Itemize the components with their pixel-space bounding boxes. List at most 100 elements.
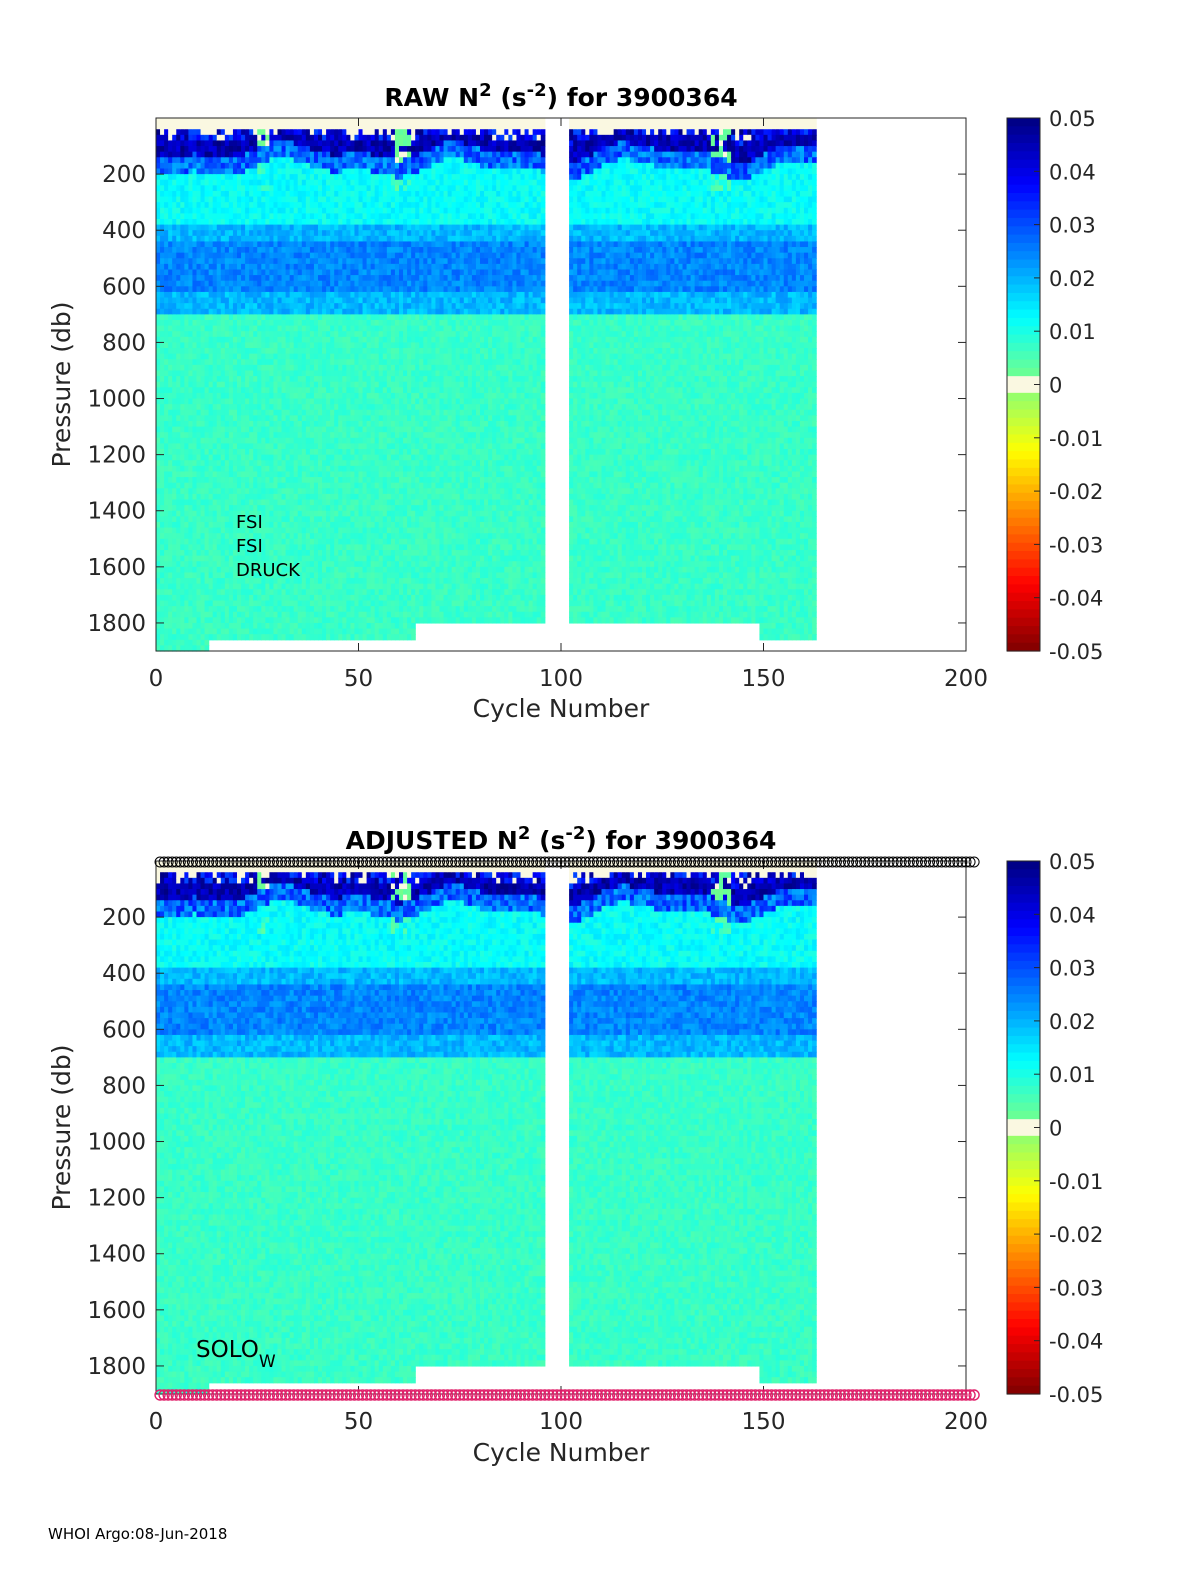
heatmap-cell <box>209 365 214 371</box>
heatmap-cell <box>172 471 177 477</box>
heatmap-cell <box>249 359 254 365</box>
heatmap-cell <box>233 589 238 595</box>
heatmap-cell <box>269 500 274 506</box>
heatmap-cell <box>338 124 343 130</box>
heatmap-cell <box>225 505 230 511</box>
heatmap-cell <box>249 298 254 304</box>
heatmap-cell <box>273 612 278 618</box>
heatmap-cell <box>322 572 327 578</box>
heatmap-cell <box>237 225 242 231</box>
heatmap-cell <box>241 326 246 332</box>
heatmap-cell <box>217 539 222 545</box>
heatmap-cell <box>338 219 343 225</box>
heatmap-cell <box>164 387 169 393</box>
heatmap-cell <box>192 432 197 438</box>
heatmap-cell <box>371 225 376 231</box>
heatmap-cell <box>342 213 347 219</box>
heatmap-cell <box>294 466 299 472</box>
heatmap-cell <box>278 298 283 304</box>
heatmap-cell <box>338 118 343 124</box>
heatmap-cell <box>359 387 364 393</box>
heatmap-cell <box>302 157 307 163</box>
heatmap-cell <box>241 180 246 186</box>
heatmap-cell <box>265 449 270 455</box>
heatmap-cell <box>359 213 364 219</box>
heatmap-cell <box>334 471 339 477</box>
heatmap-cell <box>188 314 193 320</box>
heatmap-cell <box>176 404 181 410</box>
heatmap-cell <box>249 292 254 298</box>
heatmap-cell <box>322 230 327 236</box>
heatmap-cell <box>160 415 165 421</box>
heatmap-cell <box>233 438 238 444</box>
heatmap-cell <box>286 382 291 388</box>
heatmap-cell <box>322 601 327 607</box>
heatmap-cell <box>192 152 197 158</box>
heatmap-cell <box>322 124 327 130</box>
heatmap-cell <box>261 505 266 511</box>
heatmap-cell <box>180 241 185 247</box>
heatmap-cell <box>221 213 226 219</box>
heatmap-cell <box>261 623 266 629</box>
heatmap-cell <box>209 421 214 427</box>
heatmap-cell <box>201 303 206 309</box>
heatmap-cell <box>302 225 307 231</box>
heatmap-cell <box>217 309 222 315</box>
heatmap-cell <box>314 500 319 506</box>
heatmap-cell <box>172 309 177 315</box>
heatmap-cell <box>342 567 347 573</box>
heatmap-cell <box>286 601 291 607</box>
heatmap-cell <box>306 393 311 399</box>
heatmap-cell <box>221 550 226 556</box>
heatmap-cell <box>306 135 311 141</box>
heatmap-cell <box>290 589 295 595</box>
heatmap-cell <box>318 584 323 590</box>
heatmap-cell <box>261 152 266 158</box>
heatmap-cell <box>249 303 254 309</box>
heatmap-cell <box>176 180 181 186</box>
heatmap-cell <box>233 494 238 500</box>
heatmap-cell <box>245 292 250 298</box>
heatmap-cell <box>338 191 343 197</box>
heatmap-cell <box>233 264 238 270</box>
heatmap-cell <box>197 572 202 578</box>
heatmap-cell <box>229 606 234 612</box>
heatmap-cell <box>213 617 218 623</box>
heatmap-cell <box>176 197 181 203</box>
heatmap-cell <box>164 286 169 292</box>
heatmap-cell <box>338 354 343 360</box>
heatmap-cell <box>346 556 351 562</box>
heatmap-cell <box>188 471 193 477</box>
heatmap-cell <box>371 124 376 130</box>
heatmap-cell <box>176 225 181 231</box>
heatmap-cell <box>241 634 246 640</box>
heatmap-cell <box>265 314 270 320</box>
heatmap-cell <box>342 533 347 539</box>
heatmap-cell <box>209 124 214 130</box>
heatmap-cell <box>217 505 222 511</box>
heatmap-cell <box>253 449 258 455</box>
heatmap-cell <box>217 208 222 214</box>
heatmap-cell <box>322 365 327 371</box>
heatmap-cell <box>346 533 351 539</box>
heatmap-cell <box>278 140 283 146</box>
heatmap-cell <box>217 157 222 163</box>
heatmap-cell <box>346 415 351 421</box>
heatmap-cell <box>253 629 258 635</box>
heatmap-cell <box>160 443 165 449</box>
heatmap-cell <box>265 247 270 253</box>
heatmap-cell <box>286 533 291 539</box>
heatmap-cell <box>253 399 258 405</box>
heatmap-cell <box>205 264 210 270</box>
heatmap-cell <box>184 589 189 595</box>
heatmap-cell <box>233 118 238 124</box>
heatmap-cell <box>310 404 315 410</box>
heatmap-cell <box>241 152 246 158</box>
heatmap-cell <box>354 264 359 270</box>
heatmap-cell <box>176 286 181 292</box>
heatmap-cell <box>217 382 222 388</box>
heatmap-cell <box>237 174 242 180</box>
heatmap-cell <box>363 342 368 348</box>
heatmap-cell <box>241 505 246 511</box>
heatmap-cell <box>160 264 165 270</box>
